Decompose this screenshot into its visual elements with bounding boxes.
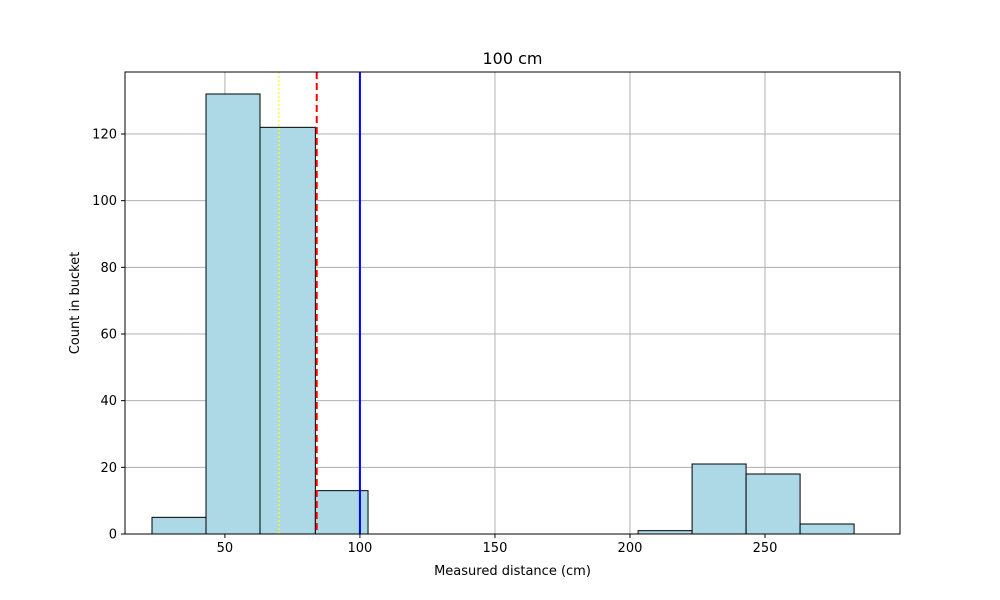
y-tick-label: 100 [92, 194, 117, 209]
x-axis-label: Measured distance (cm) [434, 564, 591, 579]
y-axis-label: Count in bucket [68, 252, 83, 355]
y-tick-label: 0 [109, 528, 117, 543]
histogram-bar [205, 93, 261, 535]
histogram-bar [151, 516, 207, 535]
y-tick-label: 40 [100, 394, 117, 409]
histogram-bar [799, 523, 855, 535]
histogram-bar [259, 126, 316, 535]
x-tick-label: 50 [217, 541, 234, 556]
histogram-bar [745, 473, 801, 535]
x-tick-label: 200 [618, 541, 643, 556]
x-tick-label: 100 [348, 541, 373, 556]
x-axis-ticks: 50 100 150 200 250 [217, 534, 778, 556]
plot-frame [124, 71, 901, 535]
y-axis-ticks: 0 20 40 60 80 100 120 [92, 128, 125, 543]
y-tick-label: 20 [100, 461, 117, 476]
y-tick-label: 120 [92, 128, 117, 143]
histogram-bars [151, 93, 855, 535]
x-tick-label: 150 [483, 541, 508, 556]
y-tick-label: 60 [100, 328, 117, 343]
chart-title: 100 cm [482, 49, 542, 68]
histogram-bar [691, 463, 747, 535]
reference-lines [278, 72, 361, 534]
x-tick-label: 250 [753, 541, 778, 556]
y-tick-label: 80 [100, 261, 117, 276]
